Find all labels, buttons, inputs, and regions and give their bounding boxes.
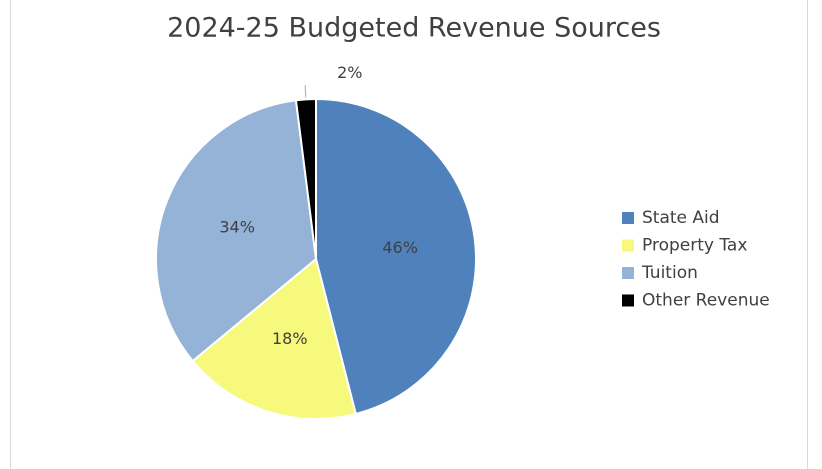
- legend-swatch: [622, 294, 634, 307]
- data-label: 18%: [272, 329, 308, 348]
- legend-label: Tuition: [641, 263, 698, 283]
- leader-line: [304, 85, 307, 98]
- legend-swatch: [622, 239, 634, 252]
- data-label: 34%: [219, 217, 255, 236]
- chart-title: 2024-25 Budgeted Revenue Sources: [167, 13, 661, 44]
- data-label: 46%: [382, 238, 418, 257]
- pie-slice: [294, 97, 317, 260]
- legend-swatch: [622, 267, 634, 279]
- legend-label: State Aid: [642, 208, 720, 228]
- pie-slice: [155, 99, 318, 363]
- legend-label: Other Revenue: [642, 291, 770, 311]
- legend-swatch: [622, 212, 634, 224]
- data-label: 2%: [337, 63, 362, 82]
- pie-slice: [315, 97, 477, 416]
- pie-slice: [191, 257, 358, 420]
- legend-label: Property Tax: [642, 236, 747, 256]
